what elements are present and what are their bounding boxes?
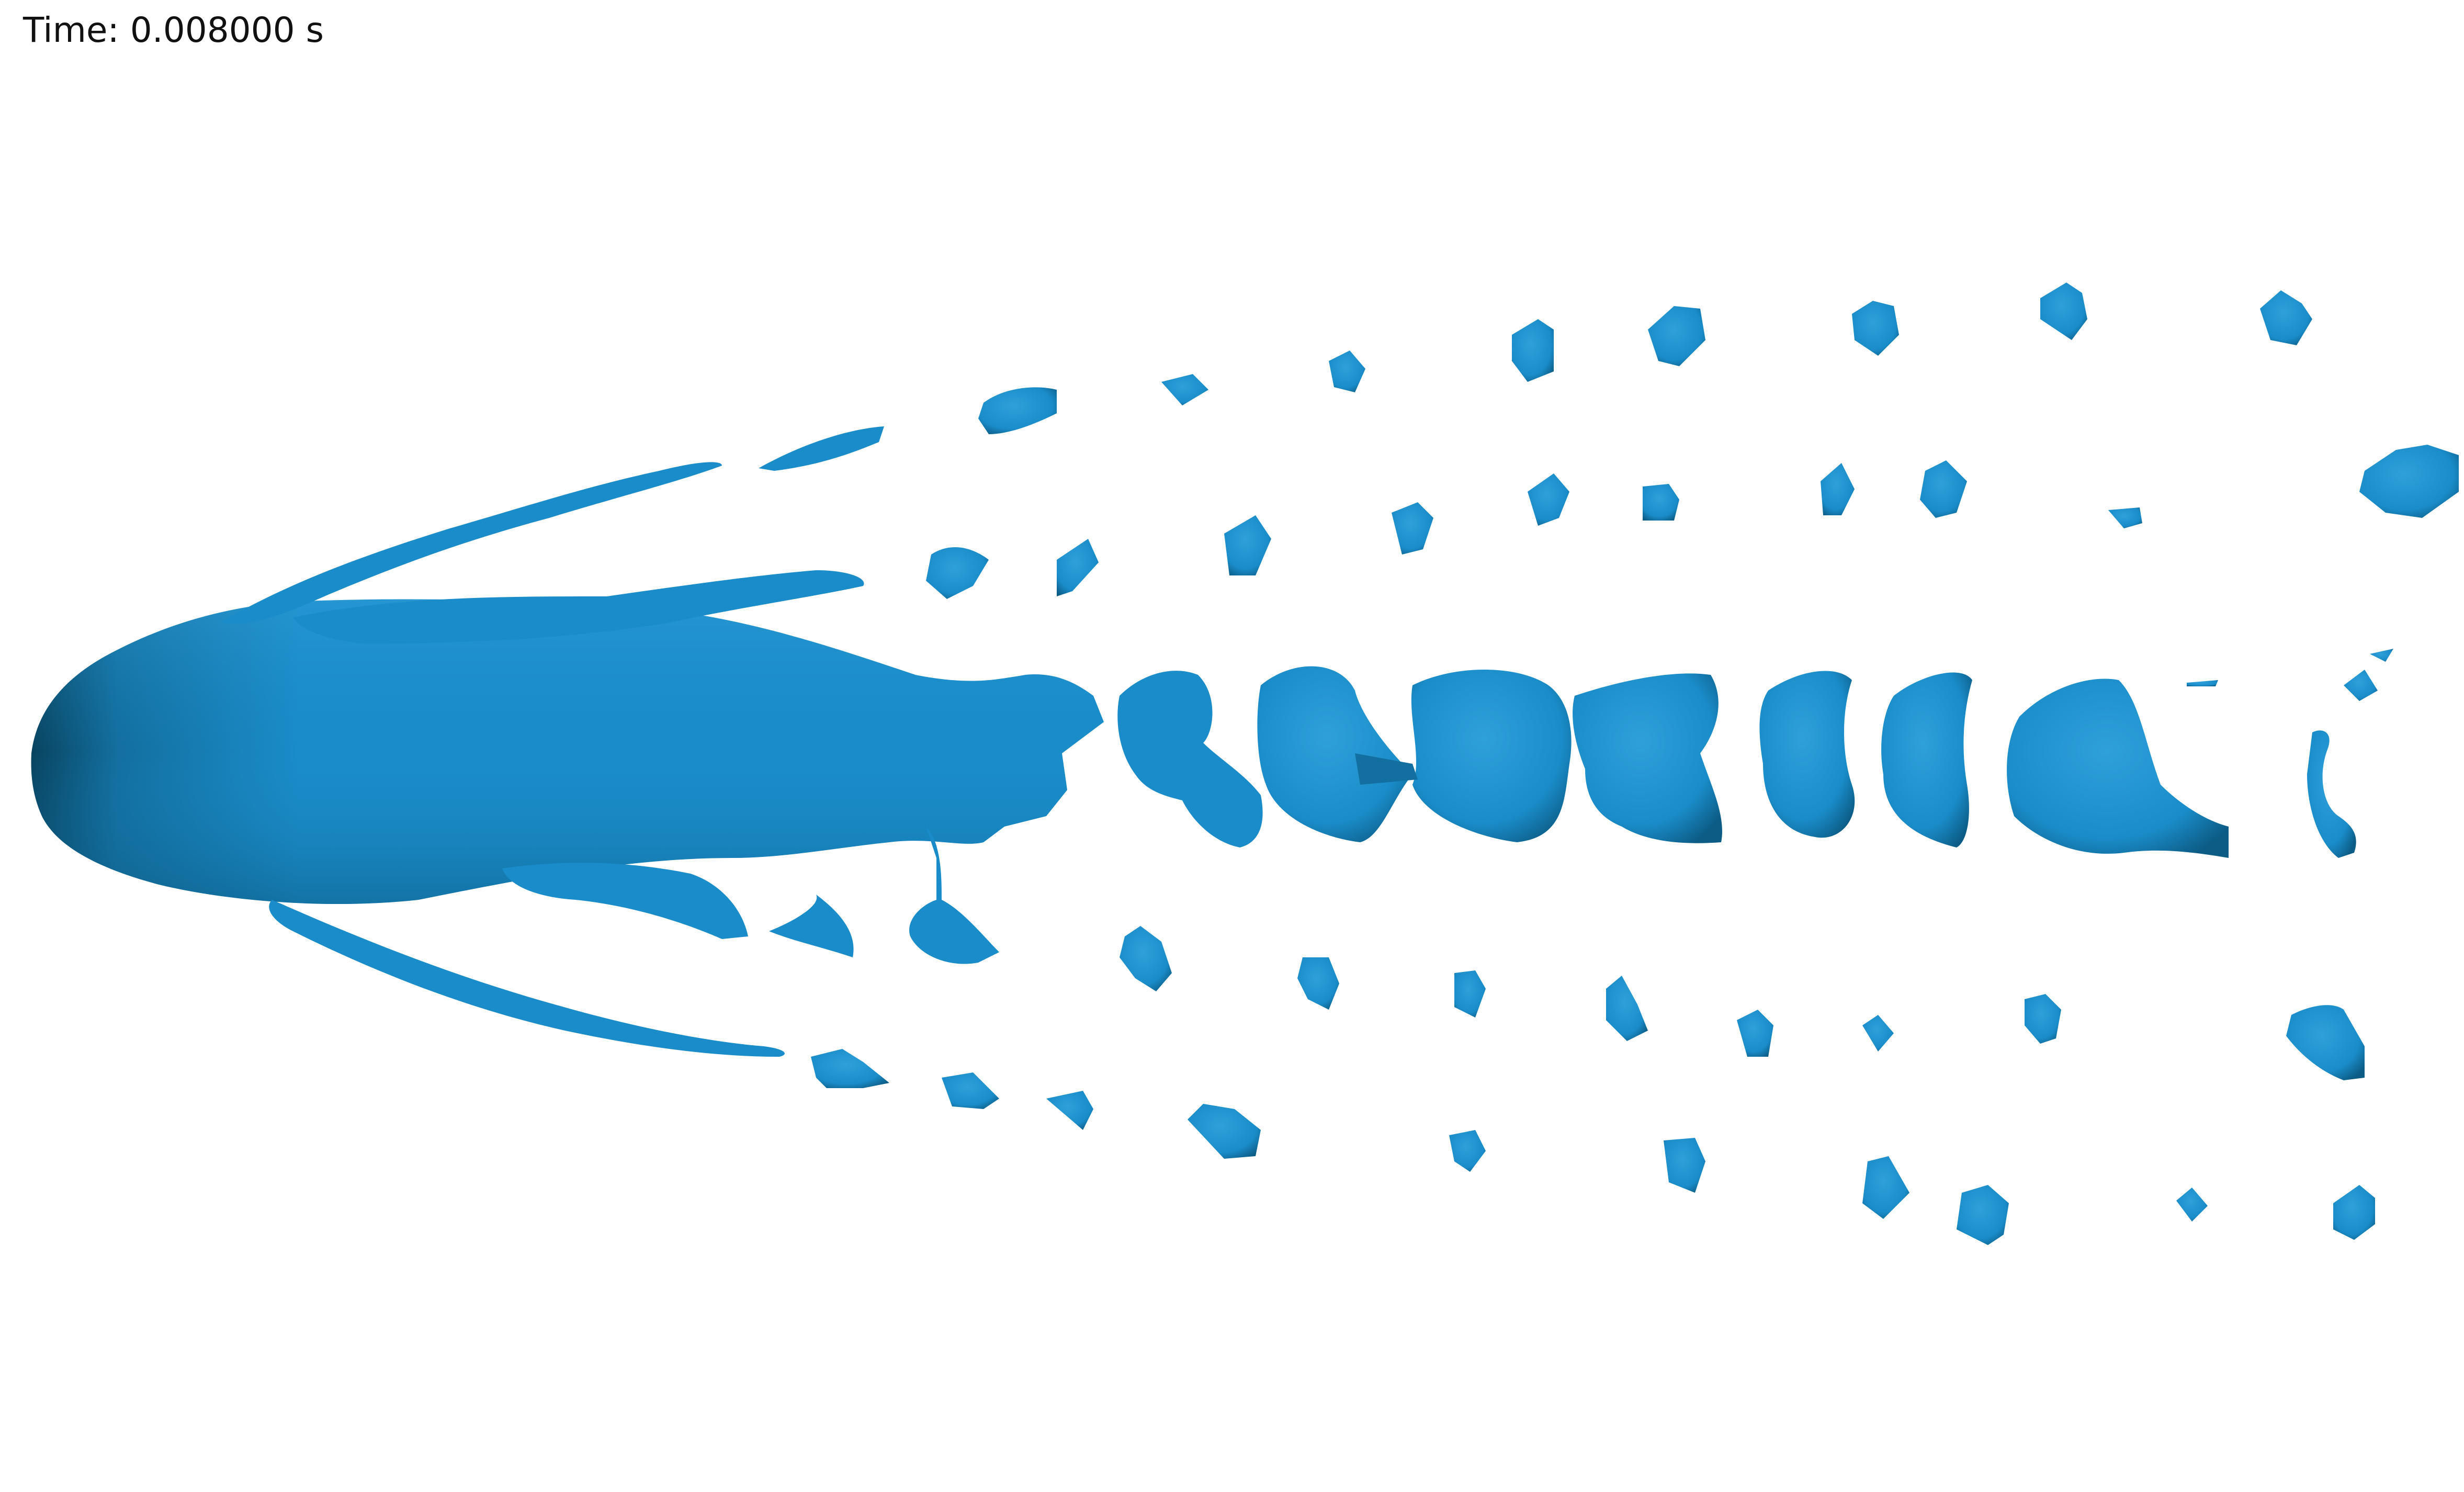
- core-jet-shade: [31, 599, 1104, 905]
- droplets: [811, 282, 2459, 1245]
- core-segments: [1257, 649, 2393, 858]
- upper-ligament-inner: [293, 570, 864, 643]
- lower-ligament-inner: [502, 863, 748, 939]
- lower-ligament-drip: [909, 827, 999, 964]
- core-lobes: [1117, 671, 1418, 847]
- time-annotation: Time: 0.008000 s: [23, 10, 324, 50]
- upper-ligament-outer: [220, 462, 722, 624]
- upper-ligament-outer-2: [759, 426, 884, 471]
- lower-ligament-piece: [769, 895, 854, 957]
